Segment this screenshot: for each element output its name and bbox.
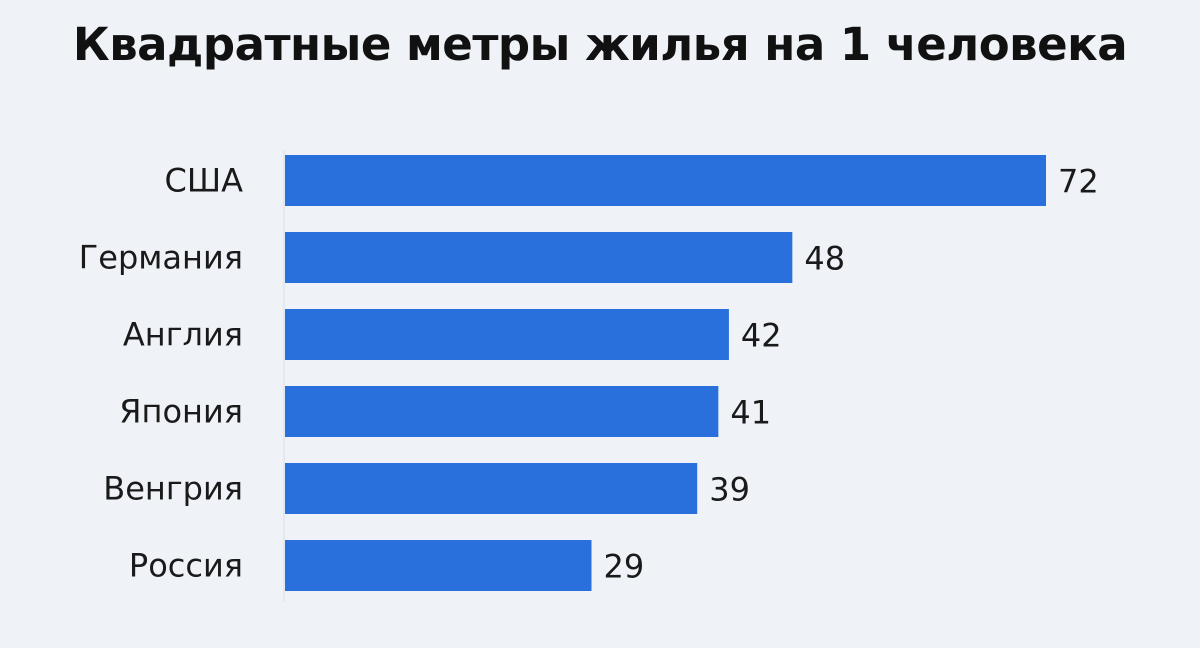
category-label-2: Англия	[123, 316, 243, 354]
bar-0	[285, 155, 1046, 206]
category-label-0: США	[165, 162, 244, 200]
chart-title: Квадратные метры жилья на 1 человека	[72, 18, 1128, 71]
value-label-2: 42	[741, 317, 782, 355]
value-label-4: 39	[709, 471, 750, 509]
bar-5	[285, 540, 592, 591]
value-label-1: 48	[804, 240, 845, 278]
category-label-5: Россия	[129, 547, 243, 585]
bars-layer: США 72 Германия 48 Англия 42 Япония 41 Венгрия 39…	[79, 155, 1099, 591]
bar-1	[285, 232, 793, 283]
category-label-4: Венгрия	[103, 470, 243, 508]
value-label-3: 41	[730, 394, 771, 432]
value-label-5: 29	[604, 548, 645, 586]
category-label-3: Япония	[119, 393, 243, 431]
bar-2	[285, 309, 729, 360]
category-label-1: Германия	[79, 239, 243, 277]
bar-4	[285, 463, 698, 514]
value-label-0: 72	[1058, 163, 1099, 201]
bar-3	[285, 386, 719, 437]
